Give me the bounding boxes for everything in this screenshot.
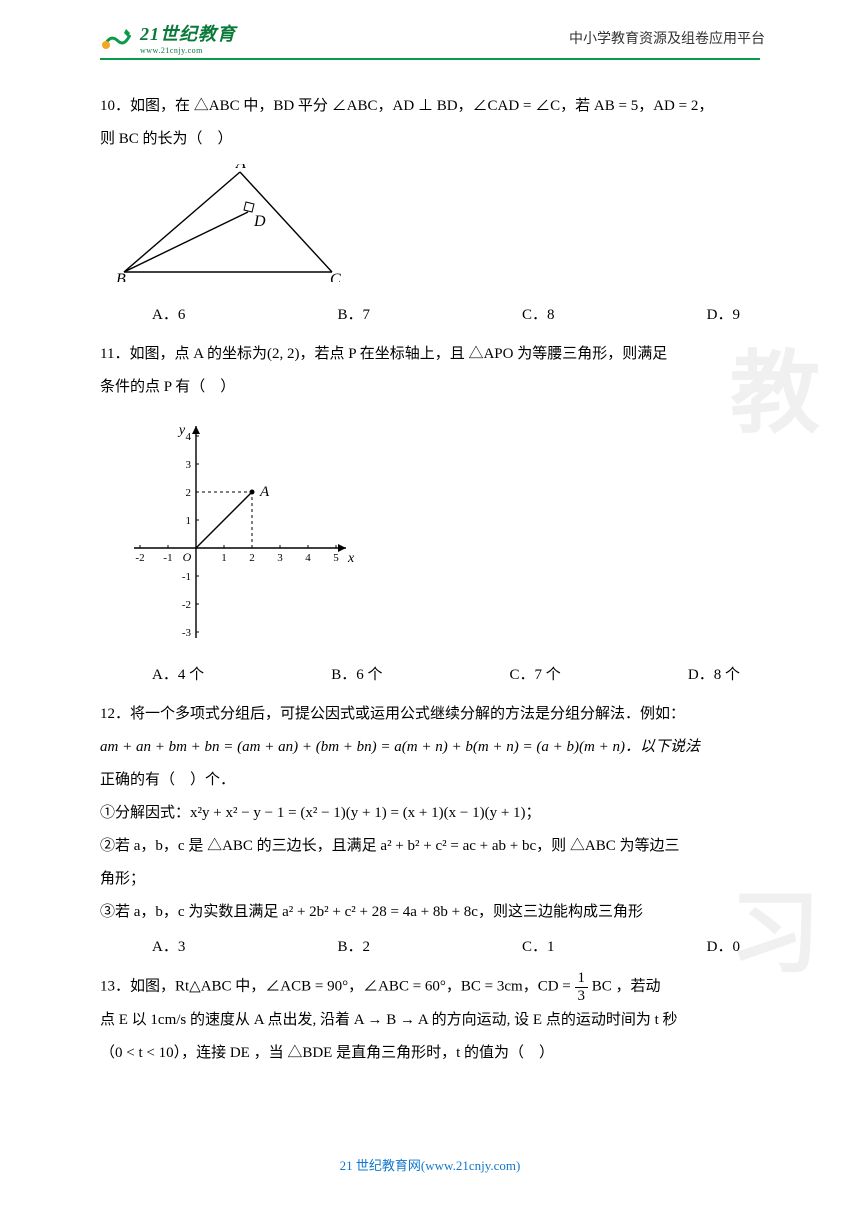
header-right-text: 中小学教育资源及组卷应用平台 xyxy=(569,28,765,48)
q11-line1: 11．如图，点 A 的坐标为(2, 2)，若点 P 在坐标轴上，且 △APO 为… xyxy=(100,338,765,371)
svg-text:2: 2 xyxy=(249,552,255,564)
q11-choice-a: A．4 个 xyxy=(152,659,204,692)
logo-text: 21世纪教育 xyxy=(140,20,236,46)
logo-icon xyxy=(100,23,136,53)
q10-choices: A．6 B．7 C．8 D．9 xyxy=(100,299,740,332)
svg-text:3: 3 xyxy=(186,459,192,471)
svg-text:y: y xyxy=(177,423,186,438)
svg-text:D: D xyxy=(253,213,266,230)
page-header: 21世纪教育 www.21cnjy.com 中小学教育资源及组卷应用平台 xyxy=(0,20,860,55)
q13-frac-den: 3 xyxy=(575,988,589,1005)
svg-text:O: O xyxy=(183,550,192,564)
question-11: 11．如图，点 A 的坐标为(2, 2)，若点 P 在坐标轴上，且 △APO 为… xyxy=(100,338,765,692)
svg-text:-1: -1 xyxy=(182,571,191,583)
q11-figure: -2 -1 1 2 3 4 5 -3 -2 -1 1 2 3 4 Ox y A xyxy=(128,412,765,655)
logo: 21世纪教育 www.21cnjy.com xyxy=(100,20,236,55)
q12-item2b: 角形； xyxy=(100,863,765,896)
svg-text:4: 4 xyxy=(186,431,192,443)
q13-line3: （0 < t < 10），连接 DE ，当 △BDE 是直角三角形时，t 的值为… xyxy=(100,1037,765,1070)
svg-text:-2: -2 xyxy=(135,552,144,564)
svg-text:A: A xyxy=(259,484,270,500)
svg-text:A: A xyxy=(235,164,246,172)
q13-frac: 1 3 xyxy=(575,970,589,1004)
q13-line2: 点 E 以 1cm/s 的速度从 A 点出发, 沿着 A → B → A 的方向… xyxy=(100,1004,765,1037)
q12-item2a: ②若 a，b，c 是 △ABC 的三边长，且满足 a² + b² + c² = … xyxy=(100,830,765,863)
q12-choice-b: B．2 xyxy=(337,931,370,964)
svg-text:1: 1 xyxy=(221,552,227,564)
q10-choice-b: B．7 xyxy=(337,299,370,332)
q12-line3: 正确的有（ ）个． xyxy=(100,764,765,797)
svg-text:2: 2 xyxy=(186,487,192,499)
q10-line1: 10．如图，在 △ABC 中，BD 平分 ∠ABC，AD ⊥ BD，∠CAD =… xyxy=(100,90,765,123)
q11-choices: A．4 个 B．6 个 C．7 个 D．8 个 xyxy=(100,659,740,692)
q12-choices: A．3 B．2 C．1 D．0 xyxy=(100,931,740,964)
question-10: 10．如图，在 △ABC 中，BD 平分 ∠ABC，AD ⊥ BD，∠CAD =… xyxy=(100,90,765,332)
logo-sub: www.21cnjy.com xyxy=(140,46,236,55)
svg-text:4: 4 xyxy=(305,552,311,564)
question-13: 13．如图，Rt△ABC 中，∠ACB = 90°，∠ABC = 60°，BC … xyxy=(100,970,765,1070)
svg-text:C: C xyxy=(330,271,341,282)
svg-text:-2: -2 xyxy=(182,599,191,611)
page-footer: 21 世纪教育网(www.21cnjy.com) xyxy=(0,1155,860,1174)
q11-choice-c: C．7 个 xyxy=(510,659,561,692)
q13-line1a: 13．如图，Rt△ABC 中，∠ACB = 90°，∠ABC = 60°，BC … xyxy=(100,978,575,994)
q10-choice-d: D．9 xyxy=(707,299,740,332)
svg-text:B: B xyxy=(116,271,126,282)
q12-choice-c: C．1 xyxy=(522,931,555,964)
q11-line2: 条件的点 P 有（ ） xyxy=(100,371,765,404)
q13-frac-num: 1 xyxy=(575,970,589,988)
q10-line2: 则 BC 的长为（ ） xyxy=(100,123,765,156)
q12-item1: ①分解因式：x²y + x² − y − 1 = (x² − 1)(y + 1)… xyxy=(100,797,765,830)
svg-text:1: 1 xyxy=(186,515,192,527)
q13-line1: 13．如图，Rt△ABC 中，∠ACB = 90°，∠ABC = 60°，BC … xyxy=(100,970,765,1004)
svg-text:-3: -3 xyxy=(182,627,192,639)
content: 10．如图，在 △ABC 中，BD 平分 ∠ABC，AD ⊥ BD，∠CAD =… xyxy=(100,90,765,1070)
q10-figure: A B C D xyxy=(114,164,765,295)
q10-choice-c: C．8 xyxy=(522,299,555,332)
q12-choice-d: D．0 xyxy=(707,931,740,964)
svg-text:x: x xyxy=(347,551,355,566)
header-rule xyxy=(100,58,760,60)
question-12: 12．将一个多项式分组后，可提公因式或运用公式继续分解的方法是分组分解法．例如：… xyxy=(100,698,765,964)
q11-choice-d: D．8 个 xyxy=(688,659,740,692)
svg-text:-1: -1 xyxy=(163,552,172,564)
svg-text:5: 5 xyxy=(333,552,339,564)
svg-text:3: 3 xyxy=(277,552,283,564)
q11-choice-b: B．6 个 xyxy=(331,659,382,692)
q12-line2: am + an + bm + bn = (am + an) + (bm + bn… xyxy=(100,731,765,764)
logo-text-block: 21世纪教育 www.21cnjy.com xyxy=(140,20,236,55)
q12-item3: ③若 a，b，c 为实数且满足 a² + 2b² + c² + 28 = 4a … xyxy=(100,896,765,929)
q12-line1: 12．将一个多项式分组后，可提公因式或运用公式继续分解的方法是分组分解法．例如： xyxy=(100,698,765,731)
q10-choice-a: A．6 xyxy=(152,299,185,332)
q13-line1b: BC ，若动 xyxy=(592,978,661,994)
q12-choice-a: A．3 xyxy=(152,931,185,964)
